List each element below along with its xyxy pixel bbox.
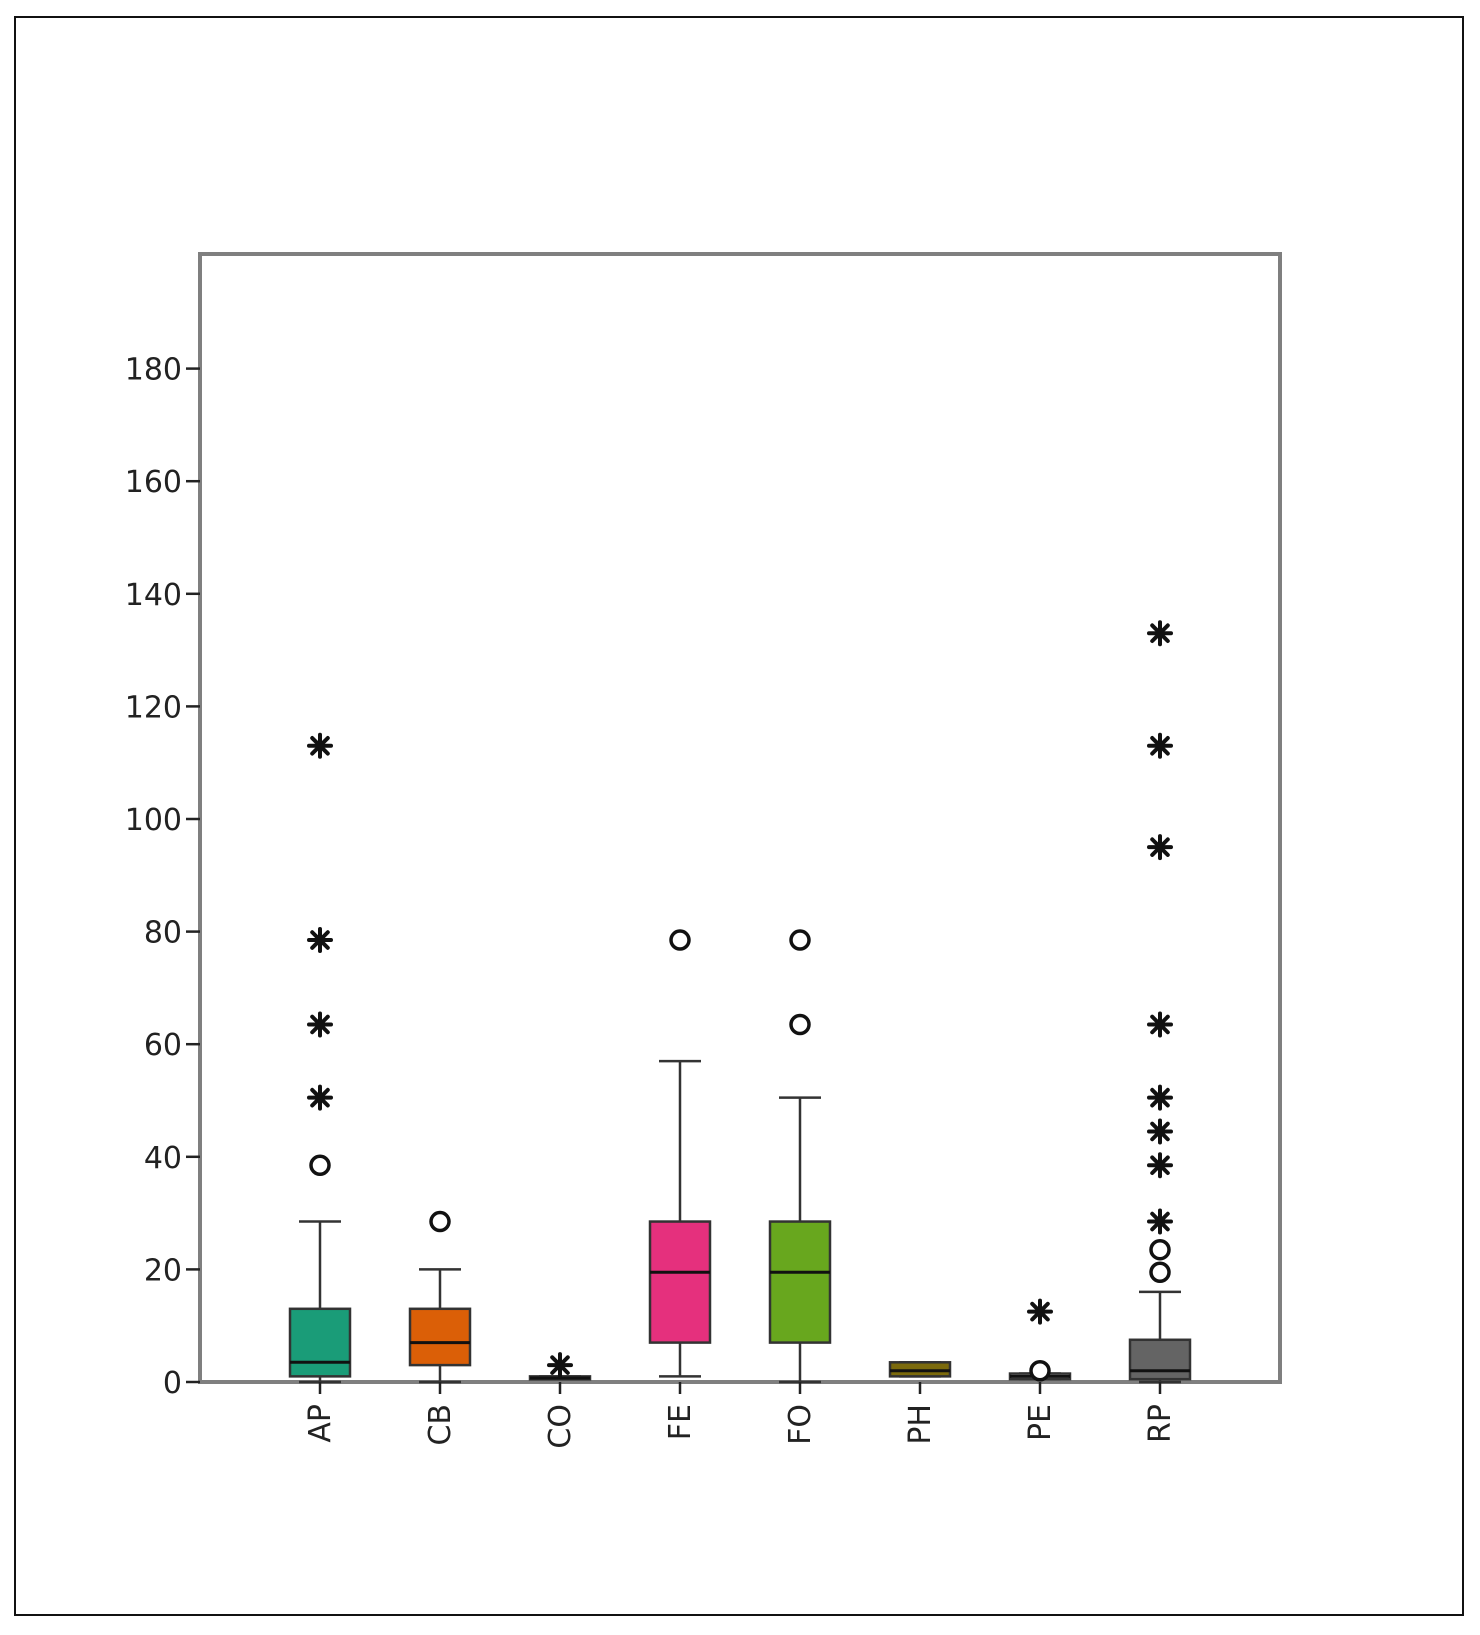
y-tick-label-140: 140 bbox=[125, 578, 182, 613]
outlier-circle-rp-0 bbox=[1149, 1261, 1171, 1283]
outlier-star-ap-0-stroke bbox=[310, 1087, 330, 1108]
outlier-star-rp-5 bbox=[1147, 834, 1173, 861]
outlier-star-co-0 bbox=[547, 1352, 573, 1379]
x-axis: AP CB CO FE FO PH PE RP bbox=[303, 1382, 1178, 1449]
outlier-star-ap-3 bbox=[307, 732, 333, 759]
outlier-star-rp-5-stroke bbox=[1150, 837, 1170, 857]
x-tick-label-fo: FO bbox=[783, 1404, 818, 1445]
outlier-star-rp-3-stroke bbox=[1150, 1087, 1170, 1108]
outlier-star-pe-0 bbox=[1027, 1298, 1053, 1325]
box-cb bbox=[408, 1210, 472, 1384]
iqr-box-fe bbox=[648, 1220, 712, 1344]
outlier-star-ap-1 bbox=[307, 1011, 333, 1038]
outlier-circle-fo-1 bbox=[789, 929, 811, 951]
outlier-star-rp-1-stroke bbox=[1150, 1155, 1170, 1176]
iqr-box-cb bbox=[408, 1307, 472, 1367]
box-fo bbox=[768, 929, 832, 1384]
y-tick-label-160: 160 bbox=[125, 465, 182, 500]
x-tick-label-fe: FE bbox=[663, 1404, 698, 1440]
outlier-star-rp-0 bbox=[1147, 1208, 1173, 1235]
outlier-star-rp-1 bbox=[1147, 1152, 1173, 1179]
y-tick-label-40: 40 bbox=[144, 1141, 182, 1176]
x-tick-label-pe: PE bbox=[1023, 1404, 1058, 1441]
outlier-star-ap-1-stroke bbox=[310, 1014, 330, 1035]
outlier-star-rp-2 bbox=[1147, 1118, 1173, 1145]
outlier-circle-ap-0 bbox=[309, 1154, 331, 1176]
y-tick-label-0: 0 bbox=[163, 1366, 182, 1401]
outlier-star-rp-6-stroke bbox=[1150, 736, 1170, 756]
box-pe bbox=[1008, 1298, 1072, 1382]
plot-area bbox=[198, 252, 1282, 1384]
outlier-circle-rp-1 bbox=[1149, 1238, 1171, 1261]
outlier-circle-cb-0 bbox=[429, 1210, 451, 1233]
y-tick-label-60: 60 bbox=[144, 1028, 182, 1063]
outlier-circle-fe-0 bbox=[669, 929, 691, 951]
outlier-star-rp-2-stroke bbox=[1150, 1121, 1170, 1142]
outlier-star-rp-7 bbox=[1147, 620, 1173, 647]
x-tick-label-co: CO bbox=[543, 1404, 578, 1449]
box-ph bbox=[888, 1361, 952, 1378]
outlier-star-rp-6 bbox=[1147, 732, 1173, 759]
box-ap bbox=[288, 732, 352, 1384]
box-fe bbox=[648, 929, 712, 1378]
y-tick-label-100: 100 bbox=[125, 803, 182, 838]
box-rp bbox=[1128, 620, 1192, 1384]
y-tick-label-120: 120 bbox=[125, 690, 182, 725]
y-tick-label-20: 20 bbox=[144, 1253, 182, 1288]
y-tick-label-180: 180 bbox=[125, 353, 182, 388]
iqr-box-fo bbox=[768, 1220, 832, 1344]
outlier-star-ap-2-stroke bbox=[310, 930, 330, 950]
outlier-star-rp-3 bbox=[1147, 1084, 1173, 1111]
outlier-star-ap-0 bbox=[307, 1084, 333, 1111]
outlier-circle-pe-0 bbox=[1029, 1359, 1051, 1382]
outlier-star-rp-0-stroke bbox=[1150, 1211, 1170, 1232]
x-tick-label-ap: AP bbox=[303, 1404, 338, 1443]
outlier-star-co-0-stroke bbox=[550, 1355, 570, 1375]
iqr-box-ap bbox=[288, 1307, 352, 1378]
outlier-star-ap-2 bbox=[307, 927, 333, 954]
iqr-box-rp bbox=[1128, 1338, 1192, 1381]
x-tick-label-ph: PH bbox=[903, 1404, 938, 1445]
y-axis: 0 20 40 60 80 100 120 140 160 180 bbox=[125, 353, 200, 1401]
boxes-group bbox=[288, 620, 1192, 1384]
x-tick-label-cb: CB bbox=[423, 1404, 458, 1446]
box-co bbox=[528, 1352, 592, 1381]
y-tick-label-80: 80 bbox=[144, 916, 182, 951]
outlier-star-rp-4-stroke bbox=[1150, 1014, 1170, 1035]
x-tick-label-rp: RP bbox=[1143, 1404, 1178, 1443]
outlier-star-pe-0-stroke bbox=[1030, 1301, 1050, 1322]
outlier-circle-fo-0 bbox=[789, 1013, 811, 1036]
outlier-star-rp-4 bbox=[1147, 1011, 1173, 1038]
outlier-star-ap-3-stroke bbox=[310, 736, 330, 756]
outlier-star-rp-7-stroke bbox=[1150, 623, 1170, 643]
